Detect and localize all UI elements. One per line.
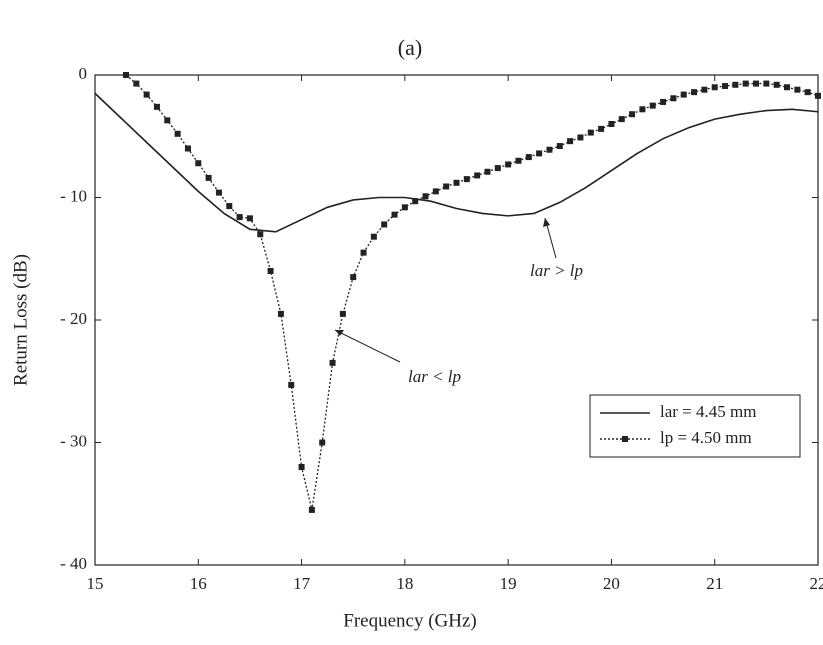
- x-tick-label: 16: [190, 574, 207, 593]
- annotation: lar < lp: [408, 367, 461, 386]
- marker: [268, 268, 274, 274]
- marker: [629, 111, 635, 117]
- marker: [412, 198, 418, 204]
- marker: [133, 81, 139, 87]
- x-tick-label: 18: [396, 574, 413, 593]
- marker: [722, 83, 728, 89]
- marker: [278, 311, 284, 317]
- marker: [557, 143, 563, 149]
- marker: [505, 161, 511, 167]
- marker: [670, 95, 676, 101]
- marker: [123, 72, 129, 78]
- marker: [484, 169, 490, 175]
- marker: [474, 172, 480, 178]
- marker: [330, 360, 336, 366]
- marker: [195, 160, 201, 166]
- x-tick-label: 19: [500, 574, 517, 593]
- marker: [257, 231, 263, 237]
- marker: [309, 507, 315, 513]
- y-tick-label: 0: [79, 64, 88, 83]
- marker: [526, 154, 532, 160]
- marker: [691, 89, 697, 95]
- marker: [319, 440, 325, 446]
- marker: [743, 81, 749, 87]
- marker: [164, 117, 170, 123]
- marker: [175, 131, 181, 137]
- marker: [650, 103, 656, 109]
- marker: [392, 212, 398, 218]
- marker: [577, 134, 583, 140]
- marker: [815, 93, 821, 99]
- x-tick-label: 21: [706, 574, 723, 593]
- series-line: [95, 93, 818, 231]
- marker: [567, 138, 573, 144]
- x-tick-label: 15: [87, 574, 104, 593]
- marker: [598, 126, 604, 132]
- chart-title: (a): [398, 35, 422, 60]
- marker: [495, 165, 501, 171]
- annotation-arrow: [335, 330, 400, 362]
- arrow-head: [543, 218, 550, 227]
- plot-frame: [95, 75, 818, 565]
- marker: [701, 87, 707, 93]
- y-tick-label: - 10: [60, 186, 87, 205]
- marker: [712, 84, 718, 90]
- legend-marker: [622, 436, 628, 442]
- marker: [433, 188, 439, 194]
- marker: [299, 464, 305, 470]
- marker: [546, 147, 552, 153]
- x-tick-label: 20: [603, 574, 620, 593]
- marker: [185, 146, 191, 152]
- marker: [350, 274, 356, 280]
- marker: [443, 183, 449, 189]
- marker: [361, 250, 367, 256]
- marker: [237, 214, 243, 220]
- x-tick-label: 17: [293, 574, 311, 593]
- marker: [247, 215, 253, 221]
- marker: [454, 180, 460, 186]
- marker: [536, 150, 542, 156]
- marker: [206, 175, 212, 181]
- marker: [805, 89, 811, 95]
- marker: [784, 84, 790, 90]
- marker: [794, 87, 800, 93]
- marker: [381, 221, 387, 227]
- marker: [515, 158, 521, 164]
- legend-label: lp = 4.50 mm: [660, 428, 752, 447]
- marker: [660, 99, 666, 105]
- marker: [681, 92, 687, 98]
- marker: [753, 81, 759, 87]
- marker: [216, 190, 222, 196]
- marker: [774, 82, 780, 88]
- marker: [423, 193, 429, 199]
- marker: [608, 121, 614, 127]
- marker: [144, 92, 150, 98]
- y-tick-label: - 20: [60, 309, 87, 328]
- marker: [288, 382, 294, 388]
- marker: [371, 234, 377, 240]
- marker: [464, 176, 470, 182]
- marker: [763, 81, 769, 87]
- marker: [402, 204, 408, 210]
- x-axis-label: Frequency (GHz): [343, 610, 476, 631]
- y-axis-label: Return Loss (dB): [10, 254, 31, 386]
- y-tick-label: - 30: [60, 431, 87, 450]
- marker: [732, 82, 738, 88]
- x-tick-label: 22: [810, 574, 823, 593]
- legend-label: lar = 4.45 mm: [660, 402, 756, 421]
- marker: [588, 130, 594, 136]
- marker: [226, 203, 232, 209]
- y-tick-label: - 40: [60, 554, 87, 573]
- marker: [639, 106, 645, 112]
- annotation: lar > lp: [530, 261, 583, 280]
- marker: [154, 104, 160, 110]
- marker: [619, 116, 625, 122]
- marker: [340, 311, 346, 317]
